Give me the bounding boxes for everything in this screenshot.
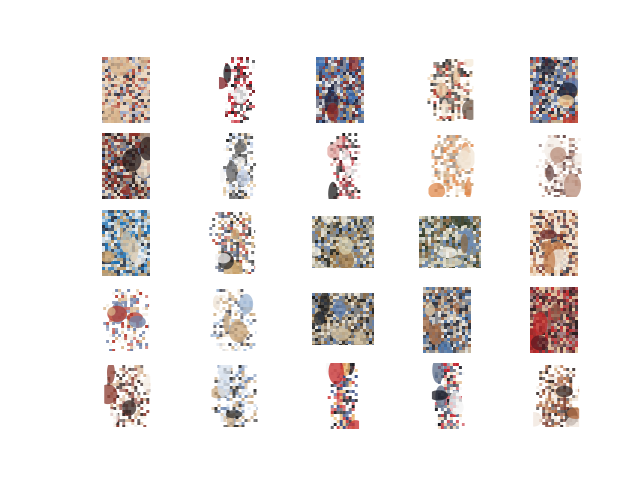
sample-tile-r3-c3 — [312, 216, 374, 268]
sample-tile-r2-c4 — [428, 135, 475, 197]
sample-tile-r5-c2 — [211, 365, 258, 427]
sample-tile-r3-c4 — [419, 216, 481, 268]
sample-tile-r1-c2 — [218, 57, 256, 123]
sample-tile-r5-c1 — [104, 365, 151, 427]
sample-tile-r2-c3 — [327, 133, 362, 199]
sample-tile-r4-c3 — [312, 293, 374, 345]
sample-tile-r1-c1 — [102, 57, 150, 123]
sample-tile-r3-c1 — [102, 210, 150, 276]
sample-tile-r2-c1 — [102, 133, 150, 199]
sample-tile-r3-c2 — [209, 212, 256, 274]
sample-tile-r4-c5 — [530, 287, 578, 353]
sample-tile-r5-c4 — [431, 363, 465, 429]
sample-tile-r2-c2 — [220, 133, 257, 199]
sample-tile-r4-c2 — [210, 289, 257, 351]
sample-tile-r1-c3 — [316, 57, 364, 123]
sample-tile-r2-c5 — [535, 135, 582, 197]
sample-tile-r4-c1 — [103, 289, 150, 351]
sample-tile-r1-c5 — [530, 57, 578, 123]
sample-tile-r5-c3 — [325, 363, 360, 429]
sample-tile-r4-c4 — [423, 287, 471, 353]
sample-tile-r5-c5 — [533, 365, 580, 427]
sample-tile-r3-c5 — [530, 210, 578, 276]
sample-tile-r1-c4 — [427, 59, 474, 121]
